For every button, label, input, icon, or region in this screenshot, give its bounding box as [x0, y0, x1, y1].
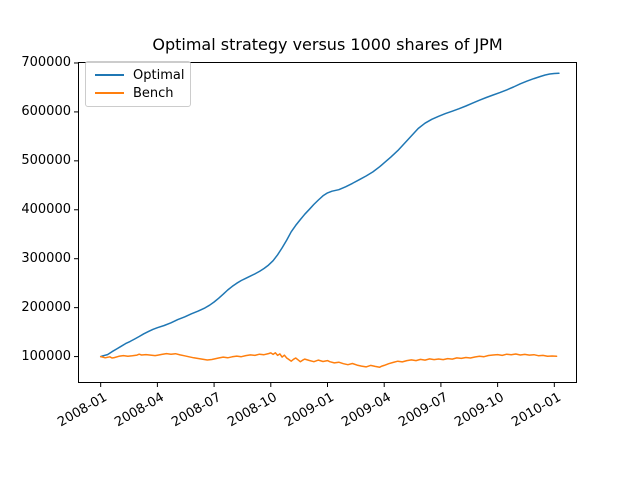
- bench-line-swatch: [95, 92, 124, 94]
- optimal-line: [99, 72, 560, 358]
- y-tick-label: 600000: [21, 103, 71, 119]
- y-tick-label: 500000: [21, 152, 71, 168]
- bench-line: [99, 352, 558, 368]
- legend-entry-bench: Bench: [95, 86, 181, 101]
- y-tick-label: 200000: [21, 299, 71, 315]
- legend-entry-optimal: Optimal: [95, 67, 185, 83]
- legend-label-bench: Bench: [133, 85, 174, 101]
- legend: Optimal Bench: [85, 61, 191, 107]
- chart-title: Optimal strategy versus 1000 shares of J…: [152, 35, 503, 54]
- plot-area: [74, 62, 577, 387]
- y-tick-label: 300000: [21, 250, 71, 266]
- y-tick-label: 100000: [21, 348, 71, 364]
- optimal-line-swatch: [95, 74, 124, 76]
- legend-label-optimal: Optimal: [133, 67, 185, 83]
- y-tick-label: 700000: [21, 54, 71, 70]
- axes-frame: [78, 62, 577, 383]
- y-tick-label: 400000: [21, 201, 71, 217]
